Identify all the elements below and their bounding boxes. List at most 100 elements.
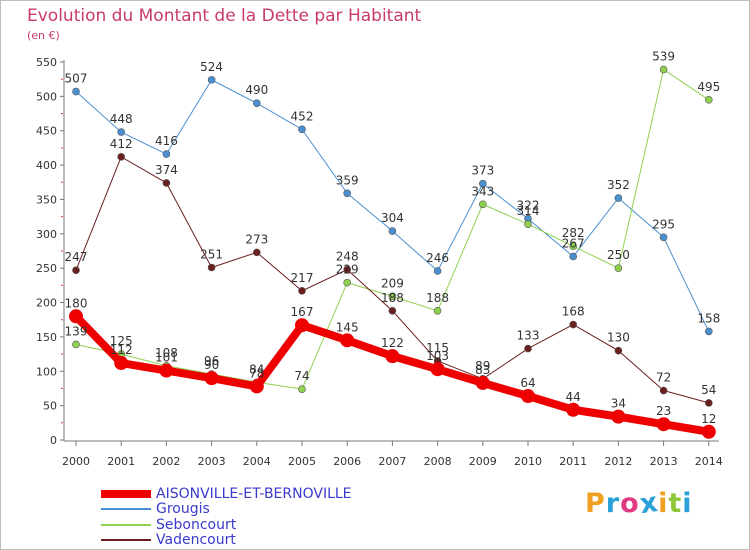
x-tick-label: 2004 <box>243 455 271 468</box>
data-point-grougis <box>704 327 713 336</box>
data-label-aisonville-et-bernoville: 83 <box>475 363 490 377</box>
data-point-seboncourt <box>298 385 306 393</box>
data-point-seboncourt <box>659 65 668 74</box>
data-point-aisonville-et-bernoville <box>204 371 219 386</box>
data-label-seboncourt: 539 <box>652 50 675 64</box>
x-tick-label: 2010 <box>514 455 542 468</box>
data-label-grougis: 416 <box>155 134 178 148</box>
data-point-seboncourt <box>614 264 623 272</box>
data-label-seboncourt: 250 <box>607 248 630 262</box>
legend-label: Seboncourt <box>156 517 237 533</box>
data-point-aisonville-et-bernoville <box>566 402 581 417</box>
data-label-aisonville-et-bernoville: 103 <box>426 349 449 363</box>
data-point-grougis <box>569 252 578 261</box>
data-point-vadencourt <box>72 266 80 275</box>
legend-swatch <box>101 539 151 541</box>
legend-label: AISONVILLE-ET-BERNOVILLE <box>156 486 352 502</box>
x-tick-label: 2008 <box>424 455 452 468</box>
legend-label: Grougis <box>156 501 210 517</box>
data-label-aisonville-et-bernoville: 12 <box>701 412 716 426</box>
data-label-aisonville-et-bernoville: 90 <box>204 358 219 372</box>
legend-label: Vadencourt <box>156 532 236 548</box>
data-label-seboncourt: 343 <box>471 184 494 198</box>
data-point-seboncourt <box>569 242 578 250</box>
data-label-vadencourt: 248 <box>336 250 359 264</box>
data-label-aisonville-et-bernoville: 145 <box>336 320 359 334</box>
brand-logo: Proxiti <box>585 486 693 521</box>
y-tick-label: 50 <box>43 400 57 413</box>
data-point-grougis <box>614 194 623 202</box>
data-label-vadencourt: 217 <box>291 271 314 285</box>
data-label-grougis: 158 <box>697 311 720 325</box>
data-point-aisonville-et-bernoville <box>430 362 445 377</box>
data-label-vadencourt: 89 <box>475 359 490 373</box>
data-point-grougis <box>298 125 306 134</box>
data-label-grougis: 373 <box>471 164 494 178</box>
data-point-vadencourt <box>388 306 397 315</box>
x-tick-label: 2012 <box>604 455 632 468</box>
data-label-grougis: 322 <box>517 199 540 213</box>
data-point-vadencourt <box>253 248 261 257</box>
data-point-grougis <box>478 179 487 188</box>
data-label-seboncourt: 125 <box>110 334 133 348</box>
legend-swatch <box>101 524 151 526</box>
y-tick-label: 100 <box>36 365 57 378</box>
data-point-grougis <box>343 189 352 198</box>
data-point-seboncourt <box>388 292 397 301</box>
x-tick-label: 2002 <box>152 455 180 468</box>
data-point-seboncourt <box>478 200 487 209</box>
data-label-grougis: 490 <box>245 83 268 97</box>
data-point-vadencourt <box>614 346 623 355</box>
data-label-grougis: 448 <box>110 112 133 126</box>
x-tick-label: 2001 <box>107 455 135 468</box>
data-label-seboncourt: 229 <box>336 263 359 277</box>
data-point-grougis <box>72 87 80 96</box>
data-point-aisonville-et-bernoville <box>475 375 490 390</box>
data-point-vadencourt <box>117 153 125 161</box>
chart-title: Evolution du Montant de la Dette par Hab… <box>27 6 422 26</box>
y-tick-label: 0 <box>50 434 57 447</box>
data-label-aisonville-et-bernoville: 180 <box>65 296 88 310</box>
legend-swatch <box>101 490 151 498</box>
data-point-vadencourt <box>298 287 306 295</box>
x-tick-label: 2013 <box>650 455 678 468</box>
data-label-seboncourt: 84 <box>249 362 264 376</box>
data-point-grougis <box>207 76 216 84</box>
y-tick-label: 250 <box>36 262 57 275</box>
data-label-seboncourt: 139 <box>65 324 88 338</box>
data-point-aisonville-et-bernoville <box>114 356 129 371</box>
data-label-grougis: 524 <box>200 60 223 74</box>
data-label-seboncourt: 96 <box>204 354 219 368</box>
data-point-vadencourt <box>569 320 578 329</box>
data-point-seboncourt <box>433 306 442 315</box>
data-label-seboncourt: 188 <box>426 291 449 305</box>
data-label-vadencourt: 115 <box>426 341 449 355</box>
x-tick-label: 2003 <box>198 455 226 468</box>
data-point-aisonville-et-bernoville <box>340 333 355 348</box>
y-tick-label: 500 <box>36 90 57 103</box>
data-label-aisonville-et-bernoville: 44 <box>566 390 581 404</box>
data-point-aisonville-et-bernoville <box>385 349 400 364</box>
data-label-vadencourt: 374 <box>155 163 178 177</box>
y-tick-label: 450 <box>36 125 57 138</box>
data-label-aisonville-et-bernoville: 78 <box>249 366 264 380</box>
legend-swatch <box>101 508 151 510</box>
data-point-seboncourt <box>704 96 713 104</box>
data-point-aisonville-et-bernoville <box>521 389 535 404</box>
data-label-vadencourt: 188 <box>381 291 404 305</box>
data-point-vadencourt <box>524 344 532 353</box>
data-point-grougis <box>253 99 261 108</box>
y-tick-label: 150 <box>36 331 57 344</box>
data-label-grougis: 246 <box>426 251 449 265</box>
data-point-seboncourt <box>343 278 352 287</box>
data-point-aisonville-et-bernoville <box>295 318 309 333</box>
data-label-vadencourt: 273 <box>245 232 268 246</box>
x-tick-label: 2009 <box>469 455 497 468</box>
data-point-aisonville-et-bernoville <box>656 417 671 432</box>
data-label-aisonville-et-bernoville: 101 <box>155 351 178 365</box>
data-point-aisonville-et-bernoville <box>701 424 716 439</box>
data-label-grougis: 267 <box>562 236 585 250</box>
data-point-seboncourt <box>524 220 532 228</box>
x-tick-label: 2011 <box>559 455 587 468</box>
